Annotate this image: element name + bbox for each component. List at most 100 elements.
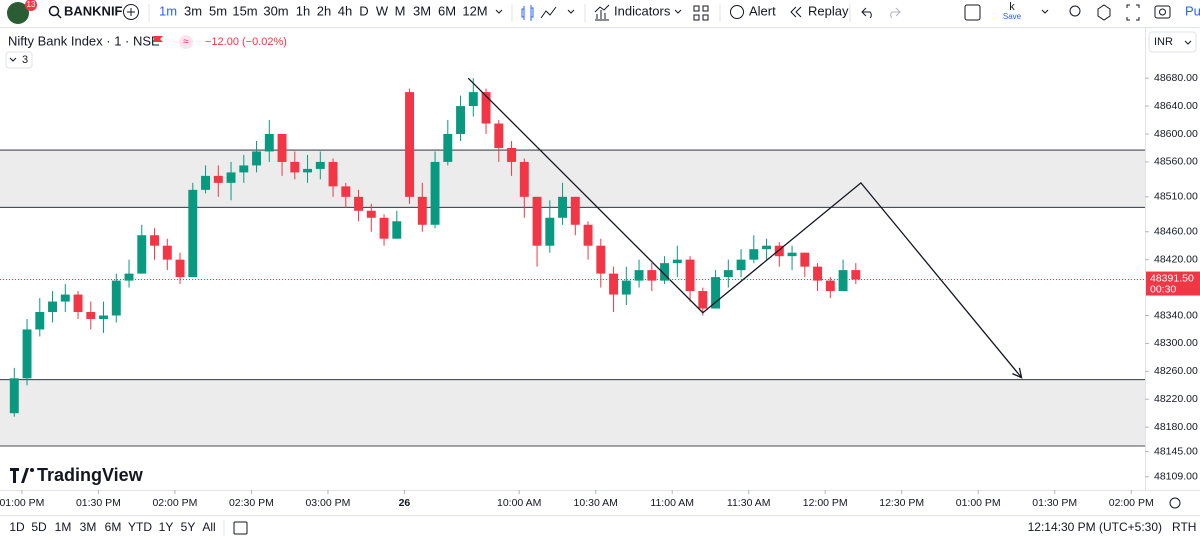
y-tick-label: 48680.00 xyxy=(1154,72,1198,84)
settings-icon[interactable] xyxy=(1097,4,1111,21)
candle-body xyxy=(264,134,274,152)
interval-button[interactable]: 4h xyxy=(338,3,352,18)
indicators-button[interactable]: Indicators xyxy=(614,3,671,18)
currency-button[interactable] xyxy=(1148,31,1197,53)
search-icon[interactable] xyxy=(48,5,60,17)
interval-chevron[interactable] xyxy=(495,9,503,14)
range-button[interactable]: 5Y xyxy=(181,520,196,534)
chevron[interactable] xyxy=(1041,9,1049,14)
symbol[interactable]: BANKNIF xyxy=(64,3,123,18)
candle-body xyxy=(647,270,657,281)
interval-button[interactable]: 5m xyxy=(209,3,227,18)
replay-button[interactable]: Replay xyxy=(808,3,849,18)
badge: 13 xyxy=(27,0,36,9)
y-tick-label: 48640.00 xyxy=(1154,100,1198,112)
save-button[interactable]: Save xyxy=(1003,12,1022,21)
candle-body xyxy=(634,270,644,281)
candle-body xyxy=(99,315,108,319)
chevron[interactable] xyxy=(567,9,575,14)
indicators-icon[interactable] xyxy=(594,4,610,21)
snapshot-icon[interactable] xyxy=(1154,5,1171,19)
y-tick-label: 48220.00 xyxy=(1154,393,1198,405)
candle-body xyxy=(762,245,772,250)
quick-search-icon[interactable] xyxy=(1069,5,1081,17)
candle-body xyxy=(328,161,338,187)
currency-chevron xyxy=(1184,40,1192,45)
candle-body xyxy=(736,259,746,271)
candle-body xyxy=(366,210,376,218)
y-tick-label: 48109.00 xyxy=(1154,471,1198,483)
price-change: −12.00 (−0.02%) xyxy=(205,36,287,48)
replay-icon[interactable] xyxy=(790,6,802,18)
line-tool-icon[interactable] xyxy=(540,6,557,19)
candle-body xyxy=(583,224,593,246)
candle-body xyxy=(341,186,351,197)
layout-icon[interactable] xyxy=(693,5,709,21)
candle-body xyxy=(290,161,300,173)
price-scale xyxy=(1145,28,1200,490)
candle-type-icon[interactable] xyxy=(521,5,534,21)
interval-button[interactable]: 1m xyxy=(159,3,177,18)
add-symbol-plus xyxy=(127,8,135,16)
session[interactable]: RTH xyxy=(1172,520,1196,534)
candle-body xyxy=(86,312,96,319)
range-button[interactable]: 1D xyxy=(9,520,25,534)
y-tick-label: 48460.00 xyxy=(1154,226,1198,238)
goto-date-icon[interactable] xyxy=(233,521,248,535)
undo-icon[interactable] xyxy=(861,7,872,19)
y-tick-label: 48600.00 xyxy=(1154,128,1198,140)
y-tick-label: 48340.00 xyxy=(1154,309,1198,321)
time-settings-icon[interactable] xyxy=(1169,497,1181,509)
x-tick-label: 12:00 PM xyxy=(803,497,848,509)
brand-logo-dot xyxy=(30,468,34,472)
candle-body xyxy=(124,273,134,281)
candle-body xyxy=(494,123,504,148)
last-price-label: 48391.50 xyxy=(1150,272,1194,284)
interval-button[interactable]: 1h xyxy=(296,3,310,18)
alert-icon[interactable] xyxy=(730,5,744,19)
candle-body xyxy=(545,217,555,246)
candle-body xyxy=(201,175,211,190)
candle-body xyxy=(621,280,631,295)
interval-button[interactable]: D xyxy=(359,3,368,18)
candle-body xyxy=(354,196,364,211)
range-button[interactable]: 3M xyxy=(80,520,97,534)
interval-button[interactable]: 3m xyxy=(184,3,202,18)
currency: INR xyxy=(1154,36,1173,48)
candle-body xyxy=(303,168,313,173)
trend-arrowhead xyxy=(1012,367,1023,379)
profile-button[interactable]: Pu xyxy=(1185,3,1200,18)
interval-button[interactable]: 6M xyxy=(438,3,456,18)
range-button[interactable]: YTD xyxy=(128,520,152,534)
range-button[interactable]: 5D xyxy=(31,520,47,534)
candle-body xyxy=(277,134,287,162)
add-symbol[interactable] xyxy=(123,4,139,20)
range-button[interactable]: 1Y xyxy=(159,520,174,534)
avatar[interactable] xyxy=(7,2,29,24)
x-tick-label: 11:30 AM xyxy=(727,497,771,509)
candle-body xyxy=(519,161,529,197)
candle-body xyxy=(213,175,223,183)
candle-body xyxy=(468,92,478,107)
candle-body xyxy=(239,165,249,173)
range-button[interactable]: 6M xyxy=(105,520,122,534)
range-button[interactable]: All xyxy=(202,520,215,534)
interval-button[interactable]: 15m xyxy=(232,3,257,18)
chevron[interactable] xyxy=(674,9,682,14)
collapse-button[interactable] xyxy=(5,51,33,69)
candle-body xyxy=(609,273,619,295)
interval-button[interactable]: 2h xyxy=(317,3,331,18)
interval-button[interactable]: W xyxy=(376,3,389,18)
interval-button[interactable]: 30m xyxy=(263,3,288,18)
range-button[interactable]: 1M xyxy=(55,520,72,534)
interval-button[interactable]: 12M xyxy=(462,3,487,18)
interval-button[interactable]: M xyxy=(395,3,406,18)
redo-icon[interactable] xyxy=(890,7,901,19)
candle-body xyxy=(22,329,32,379)
checkbox[interactable] xyxy=(964,4,981,21)
collapsed-count: 3 xyxy=(22,54,28,66)
interval-button[interactable]: 3M xyxy=(413,3,431,18)
flag-icon[interactable] xyxy=(154,36,163,42)
alert-button[interactable]: Alert xyxy=(749,3,776,18)
fullscreen-icon[interactable] xyxy=(1126,4,1140,21)
